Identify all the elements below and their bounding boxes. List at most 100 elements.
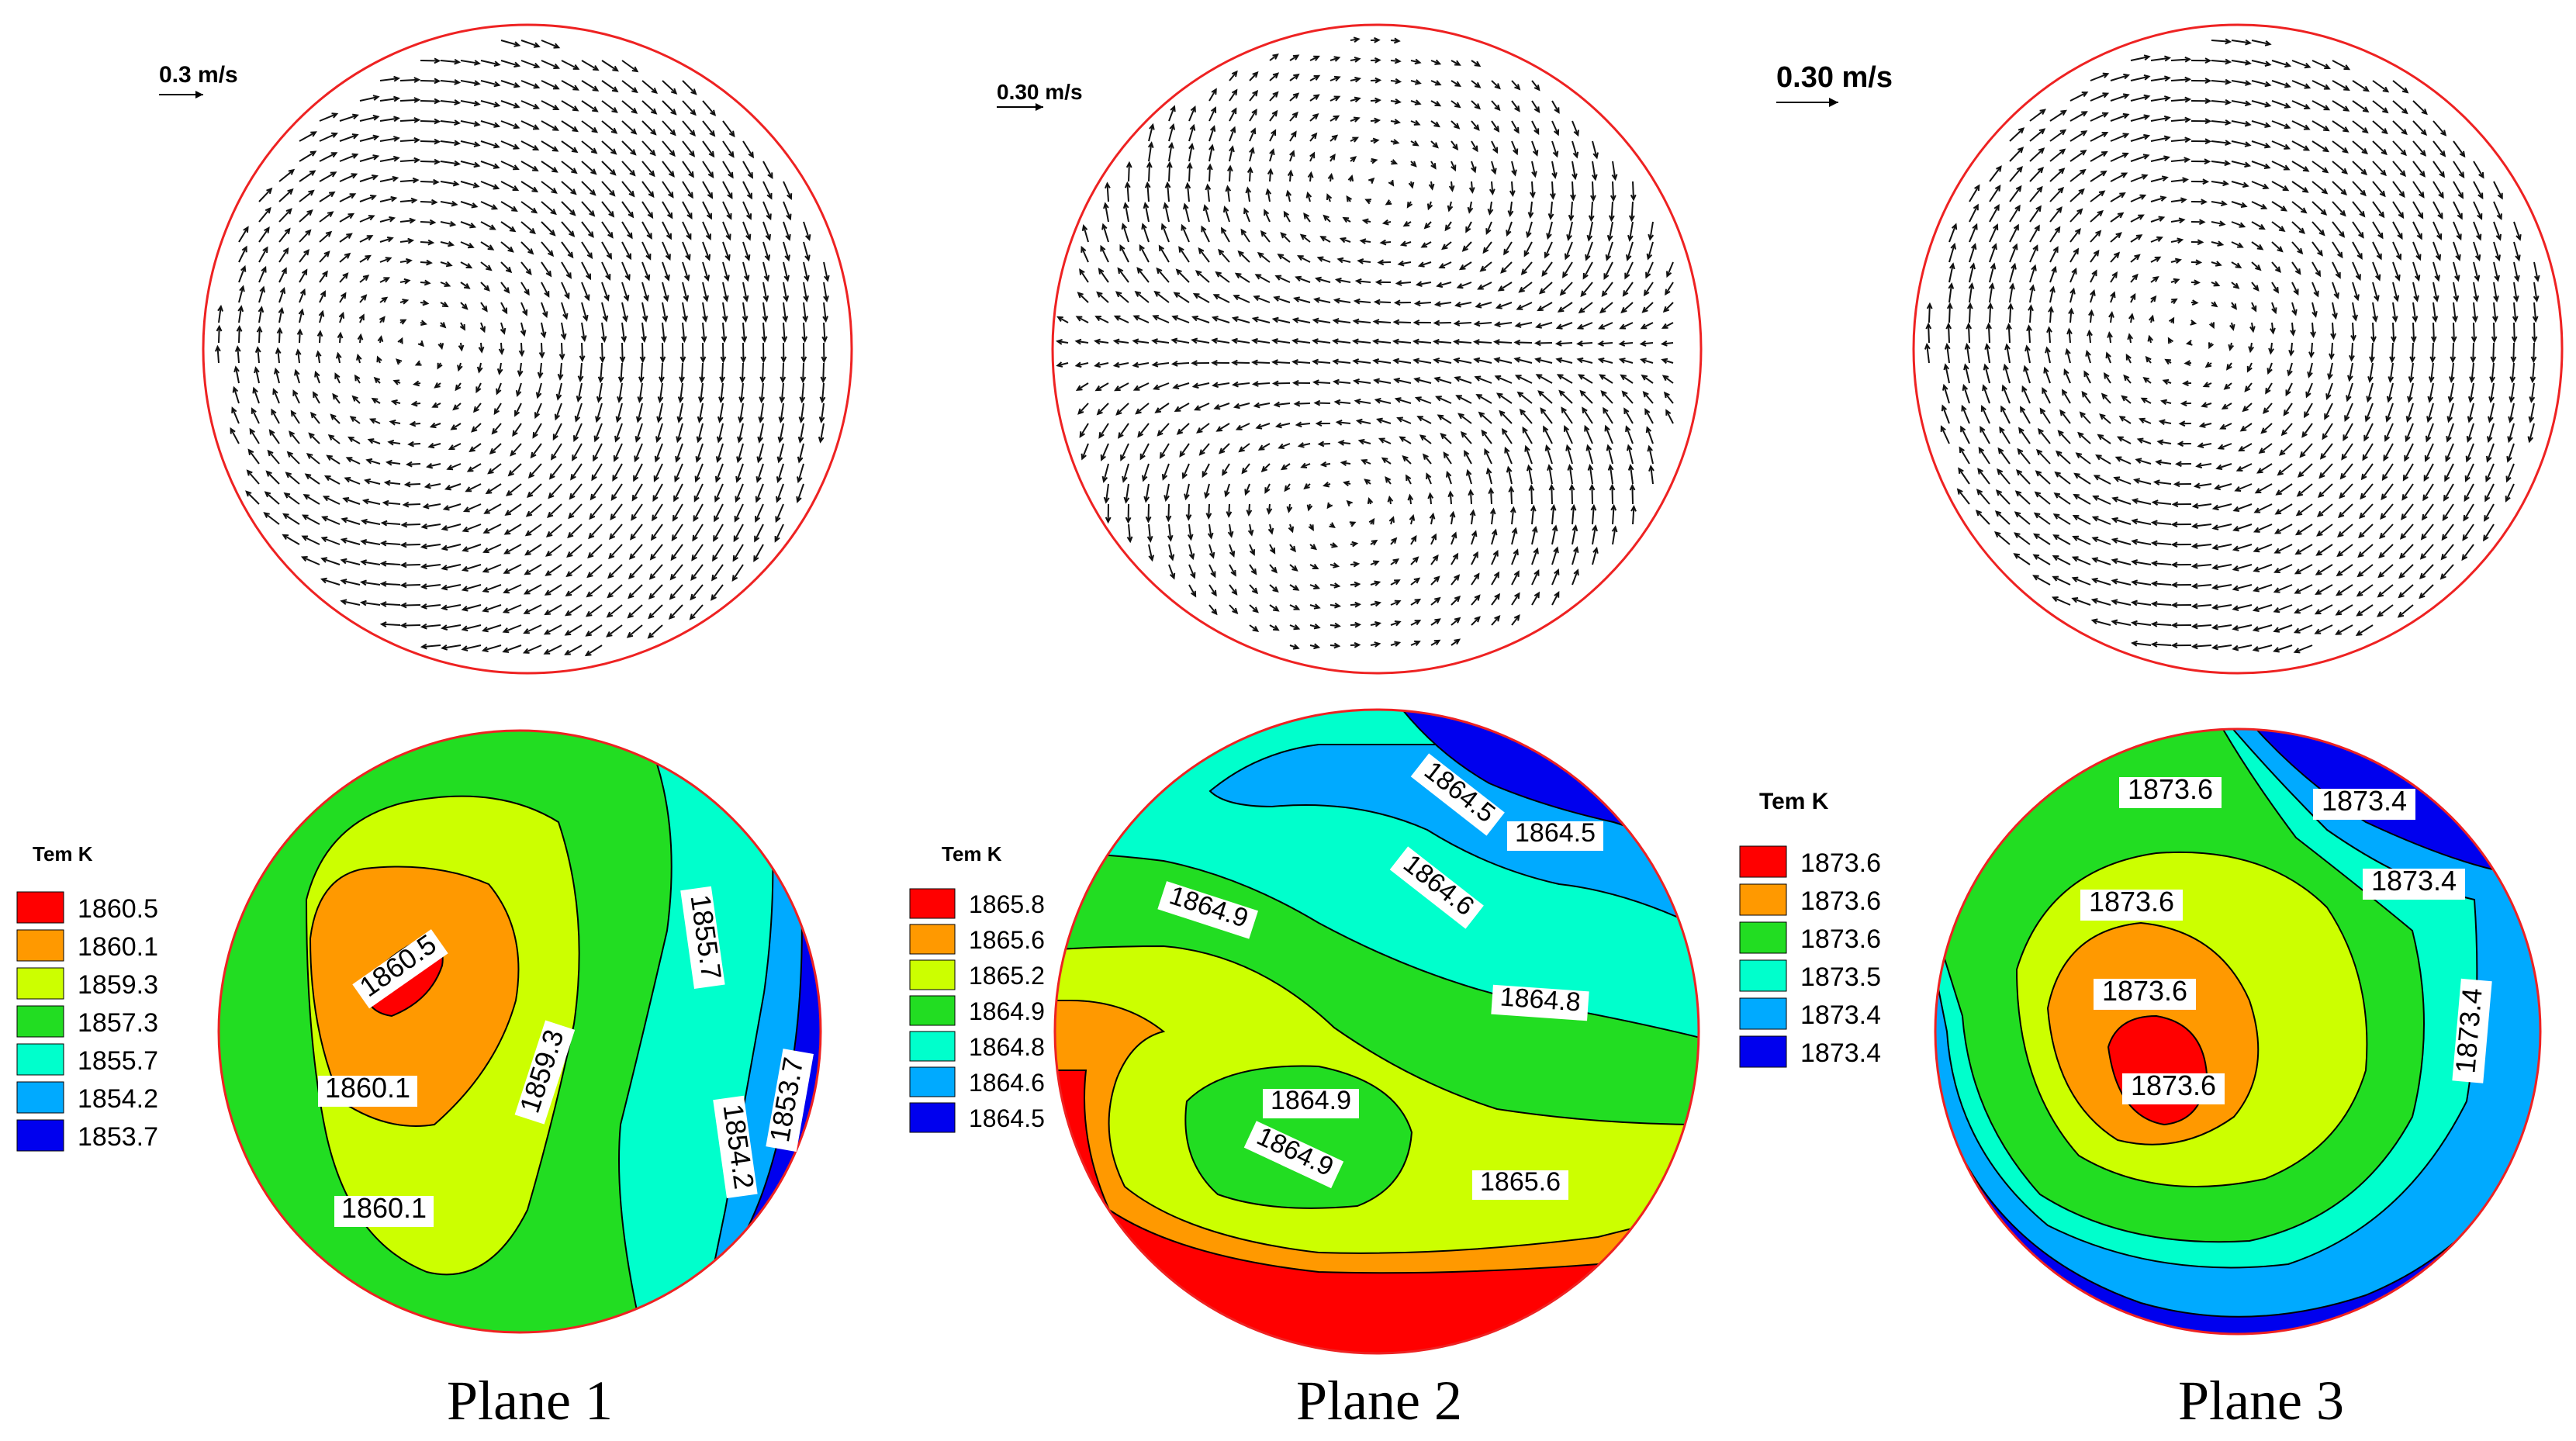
- velocity-arrowhead: [1551, 524, 1558, 532]
- velocity-arrow: [1661, 342, 1674, 345]
- velocity-arrowhead: [2150, 620, 2158, 627]
- velocity-arrowhead: [1374, 600, 1381, 607]
- velocity-arrow: [2294, 584, 2313, 594]
- velocity-arrowhead: [2097, 209, 2104, 216]
- velocity-arrow: [1471, 531, 1477, 545]
- velocity-arrowhead: [2252, 626, 2260, 632]
- velocity-arrow: [520, 120, 539, 130]
- velocity-arrow: [2340, 463, 2353, 479]
- velocity-arrowhead: [2419, 572, 2426, 580]
- velocity-arrow: [1578, 302, 1593, 313]
- velocity-arrowhead: [2111, 517, 2118, 524]
- velocity-arrow: [238, 286, 244, 303]
- velocity-arrow: [2493, 322, 2495, 342]
- velocity-arrowhead: [513, 164, 520, 171]
- legend-label: 1873.6: [1800, 924, 1881, 954]
- velocity-arrow: [568, 503, 583, 519]
- velocity-arrow: [2152, 582, 2172, 586]
- velocity-arrow: [1471, 120, 1480, 130]
- velocity-arrowhead: [437, 343, 444, 351]
- contour-label: 1873.4: [2322, 785, 2407, 817]
- velocity-arrow: [1531, 570, 1540, 586]
- velocity-arrow: [1600, 302, 1613, 313]
- velocity-arrowhead: [1381, 219, 1389, 226]
- velocity-arrowhead: [2397, 233, 2403, 240]
- velocity-arrowhead: [473, 406, 479, 413]
- velocity-arrowhead: [2343, 105, 2350, 112]
- velocity-arrowhead: [330, 152, 338, 158]
- velocity-arrowhead: [2274, 509, 2282, 515]
- velocity-arrow: [1629, 221, 1634, 240]
- velocity-arrow: [2392, 181, 2405, 197]
- velocity-arrow: [2433, 261, 2439, 281]
- legend-swatch: [909, 888, 956, 919]
- velocity-arrow: [545, 604, 562, 615]
- velocity-arrow: [1548, 465, 1553, 485]
- velocity-arrowhead: [1983, 363, 1990, 371]
- vector-plot-2: 0.30 m/s: [997, 23, 1703, 675]
- velocity-arrowhead: [2456, 233, 2462, 241]
- velocity-arrow: [652, 483, 663, 501]
- velocity-arrowhead: [2347, 375, 2353, 382]
- velocity-arrow: [2453, 221, 2462, 240]
- velocity-arrow: [302, 535, 320, 545]
- velocity-arrowhead: [376, 355, 382, 363]
- velocity-arrow: [682, 181, 693, 198]
- velocity-arrowhead: [704, 275, 711, 282]
- velocity-arrowhead: [654, 455, 661, 463]
- velocity-arrow: [1454, 340, 1472, 344]
- velocity-arrow: [2016, 469, 2031, 485]
- velocity-arrowhead: [700, 336, 707, 344]
- velocity-arrow: [1623, 282, 1634, 296]
- velocity-arrowhead: [1349, 521, 1357, 527]
- velocity-arrowhead: [1949, 262, 1955, 270]
- velocity-arrow: [2419, 584, 2434, 599]
- velocity-arrowhead: [699, 376, 705, 384]
- velocity-arrowhead: [420, 583, 427, 589]
- velocity-arrowhead: [1516, 391, 1524, 398]
- velocity-arrow: [2328, 362, 2333, 379]
- velocity-arrowhead: [2080, 150, 2087, 156]
- velocity-arrowhead: [2078, 188, 2085, 195]
- velocity-arrowhead: [2143, 94, 2151, 101]
- velocity-arrow: [2231, 221, 2245, 228]
- velocity-arrow: [2200, 423, 2212, 427]
- velocity-arrow: [287, 451, 300, 465]
- velocity-arrow: [2132, 499, 2152, 505]
- velocity-arrowhead: [424, 482, 431, 489]
- velocity-arrowhead: [533, 62, 541, 69]
- velocity-arrowhead: [487, 244, 495, 251]
- velocity-arrow: [762, 362, 764, 382]
- velocity-arrow: [627, 624, 643, 638]
- velocity-arrow: [1551, 506, 1555, 525]
- velocity-arrow: [480, 201, 497, 210]
- velocity-arrowhead: [340, 537, 348, 544]
- velocity-arrow: [1247, 188, 1250, 202]
- velocity-arrowhead: [643, 295, 649, 302]
- velocity-arrowhead: [2135, 234, 2143, 240]
- velocity-arrowhead: [1368, 517, 1375, 525]
- velocity-arrowhead: [1564, 253, 1571, 261]
- velocity-arrow: [2430, 362, 2434, 382]
- velocity-arrowhead: [1950, 242, 1956, 250]
- velocity-arrow: [1989, 166, 2002, 182]
- velocity-arrow: [1208, 145, 1213, 162]
- velocity-arrow: [608, 564, 623, 579]
- velocity-arrowhead: [1372, 137, 1380, 144]
- velocity-arrow: [631, 483, 643, 501]
- velocity-arrowhead: [2393, 295, 2400, 302]
- velocity-arrow: [779, 423, 784, 442]
- velocity-arrowhead: [2035, 448, 2043, 456]
- velocity-arrowhead: [2415, 254, 2422, 261]
- velocity-arrowhead: [1531, 171, 1537, 178]
- velocity-arrowhead: [2293, 627, 2301, 634]
- velocity-arrow: [1480, 261, 1492, 271]
- velocity-arrow: [2024, 366, 2031, 384]
- velocity-arrow: [462, 624, 482, 631]
- velocity-arrowhead: [2232, 282, 2240, 289]
- velocity-arrowhead: [2314, 628, 2322, 634]
- velocity-arrow: [2401, 483, 2414, 500]
- velocity-arrowhead: [2367, 376, 2374, 383]
- velocity-arrowhead: [2222, 180, 2229, 187]
- velocity-arrow: [1249, 544, 1255, 555]
